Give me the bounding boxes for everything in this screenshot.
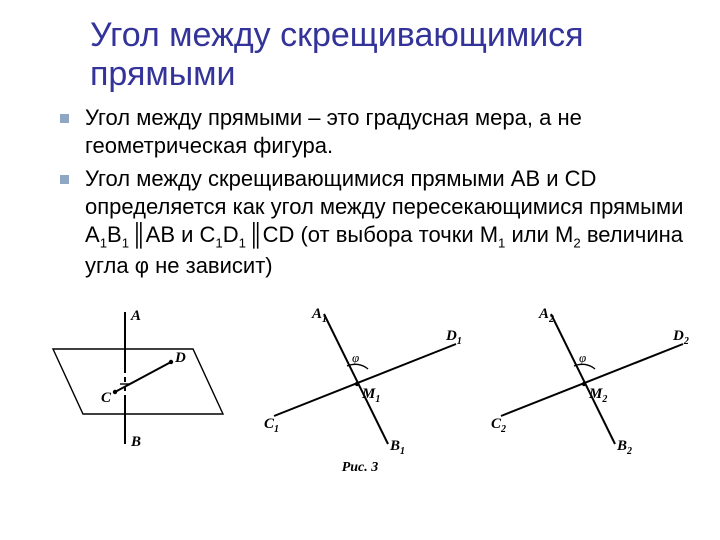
label-A: A (130, 308, 141, 324)
label-phi1: φ (352, 350, 359, 365)
slide-title: Угол между скрещивающимися прямыми (0, 0, 720, 98)
svg-text:A1: A1 (311, 306, 327, 325)
svg-text:M2: M2 (588, 386, 607, 405)
label-C: C (101, 390, 112, 406)
bullet-icon (60, 114, 69, 123)
figure-2: φ A1 B1 C1 D1 M1 (260, 304, 470, 454)
svg-text:A2: A2 (538, 306, 554, 325)
body: Угол между прямыми – это градусная мера,… (0, 98, 720, 280)
svg-text:M1: M1 (361, 386, 380, 405)
bullet-text: Угол между скрещивающимися прямыми AB и … (85, 165, 690, 281)
bullet-icon (60, 175, 69, 184)
figure-1-svg: A B C D (23, 304, 243, 454)
figures: A B C D φ A1 B1 C1 D1 (0, 284, 720, 454)
svg-text:C2: C2 (491, 416, 506, 435)
figure-1: A B C D (23, 304, 243, 454)
figure-3-svg: φ A2 B2 C2 D2 M2 (487, 304, 697, 454)
bullet-item: Угол между скрещивающимися прямыми AB и … (60, 165, 690, 281)
svg-text:B2: B2 (616, 438, 632, 454)
figure-caption: Рис. 3 (0, 454, 720, 476)
bullet-text: Угол между прямыми – это градусная мера,… (85, 104, 690, 160)
figure-3: φ A2 B2 C2 D2 M2 (487, 304, 697, 454)
label-B: B (130, 434, 141, 450)
svg-text:B1: B1 (389, 438, 405, 454)
label-phi2: φ (579, 350, 586, 365)
bullet-item: Угол между прямыми – это градусная мера,… (60, 104, 690, 160)
label-D: D (174, 350, 186, 366)
slide: Угол между скрещивающимися прямыми Угол … (0, 0, 720, 540)
figure-2-svg: φ A1 B1 C1 D1 M1 (260, 304, 470, 454)
svg-text:C1: C1 (264, 416, 279, 435)
